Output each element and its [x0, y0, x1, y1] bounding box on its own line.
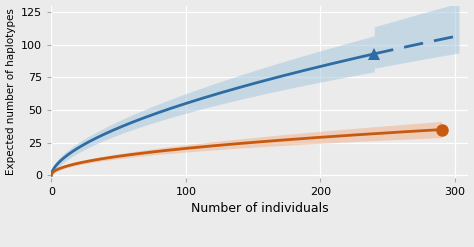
- Y-axis label: Expected number of haplotypes: Expected number of haplotypes: [6, 8, 16, 175]
- X-axis label: Number of individuals: Number of individuals: [191, 203, 328, 215]
